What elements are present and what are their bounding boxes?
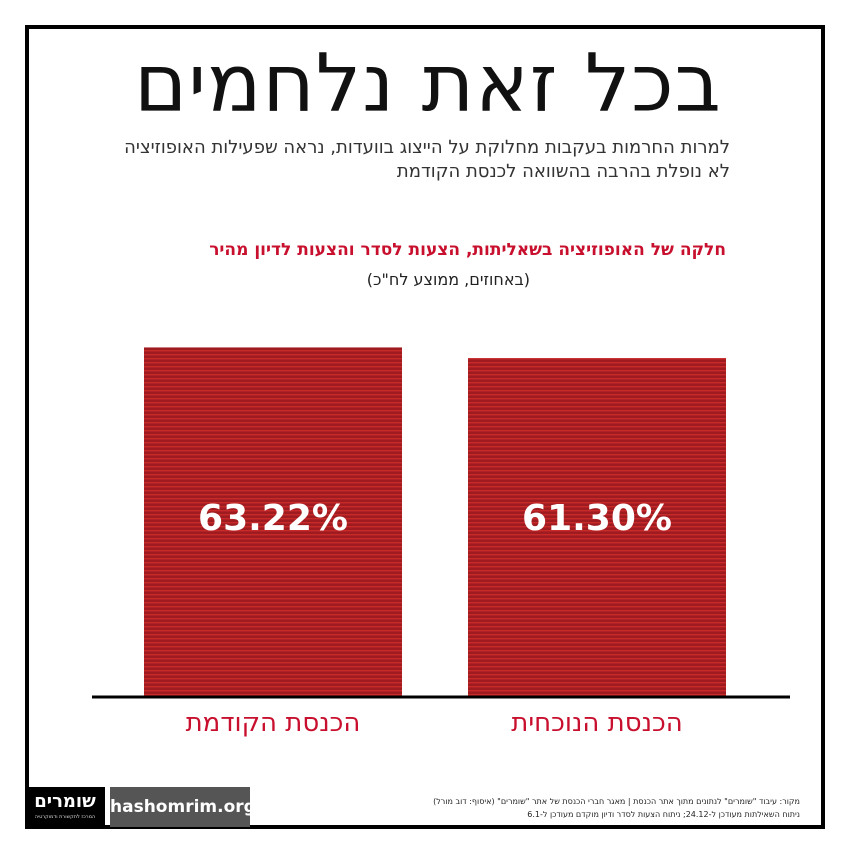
bar-1 (468, 358, 726, 697)
source-note: מקור: עיבוד "שומרים" לנתונים מתוך אתר הכ… (260, 795, 800, 821)
website-link[interactable]: hashomrim.org (110, 787, 256, 827)
category-label-1: הכנסת הנוכחית (511, 708, 683, 738)
shomrim-logo[interactable]: שומרים המרכז לתקשורת ודמוקרטיה (25, 787, 105, 827)
logo-tagline: המרכז לתקשורת ודמוקרטיה (34, 814, 96, 820)
chart-unit: (באחוזים, ממוצע לח"כ) (366, 270, 530, 289)
page-frame (25, 25, 825, 829)
bar-value-label-2: 63.22% (198, 498, 348, 539)
chart-title: חלקה של האופוזיציה בשאליתות, הצעות לסדר … (209, 240, 726, 260)
source-line-2: ניתוח השאילתות מעודכן ל-24.12; ניתוח הצע… (527, 810, 800, 819)
page-title: בכל זאת נלחמים (134, 37, 722, 130)
bar-2 (144, 347, 402, 697)
page-subtitle: למרות החרמות בעקבות מחלוקת על הייצוג בוו… (124, 137, 730, 182)
source-line-1: מקור: עיבוד "שומרים" לנתונים מתוך אתר הכ… (433, 797, 800, 806)
bar-value-label-1: 61.30% (522, 498, 672, 539)
logo-text: שומרים (34, 791, 96, 812)
category-label-2: הכנסת הקודמת (186, 708, 361, 738)
